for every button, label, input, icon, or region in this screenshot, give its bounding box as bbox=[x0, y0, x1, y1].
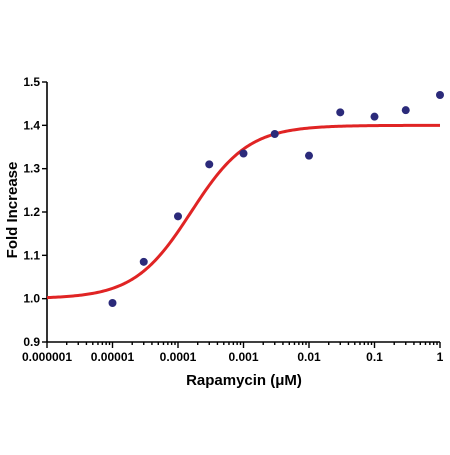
data-point bbox=[336, 108, 345, 117]
data-point bbox=[108, 299, 117, 307]
x-tick-label: 0.0001 bbox=[160, 350, 197, 364]
y-tick-label: 1.0 bbox=[23, 292, 40, 306]
fit-curve-line bbox=[46, 123, 440, 300]
data-point bbox=[270, 130, 279, 138]
y-tick-label: 1.5 bbox=[23, 75, 40, 89]
data-point bbox=[139, 257, 148, 266]
y-tick-label: 1.2 bbox=[23, 205, 40, 219]
x-tick-label: 0.000001 bbox=[22, 350, 72, 364]
data-point bbox=[401, 106, 410, 115]
ticks: 0.9 1.0 1.1 1.2 1.3 1.4 1.5 0.000001 0.00001 0.00… bbox=[22, 75, 444, 364]
data-point bbox=[205, 160, 214, 169]
y-tick-label: 1.3 bbox=[23, 162, 40, 176]
data-point bbox=[305, 151, 313, 160]
data-point bbox=[239, 149, 248, 158]
x-tick-label: 0.01 bbox=[297, 350, 321, 364]
axes bbox=[46, 82, 440, 343]
data-point bbox=[370, 112, 379, 121]
data-points bbox=[108, 91, 444, 307]
x-tick-label: 0.1 bbox=[366, 350, 383, 364]
data-point bbox=[174, 212, 182, 221]
fit-curve-layer bbox=[46, 123, 440, 300]
y-tick-label: 1.1 bbox=[23, 248, 40, 262]
y-tick-label: 0.9 bbox=[23, 335, 40, 349]
x-tick-label: 0.001 bbox=[228, 350, 258, 364]
y-tick-label: 1.4 bbox=[23, 118, 40, 132]
x-tick-label: 0.00001 bbox=[91, 350, 135, 364]
x-tick-label: 1 bbox=[437, 350, 444, 364]
data-point bbox=[436, 91, 444, 99]
x-axis-title: Rapamycin (μM) bbox=[186, 372, 302, 389]
y-axis-title: Fold Increase bbox=[4, 162, 21, 259]
